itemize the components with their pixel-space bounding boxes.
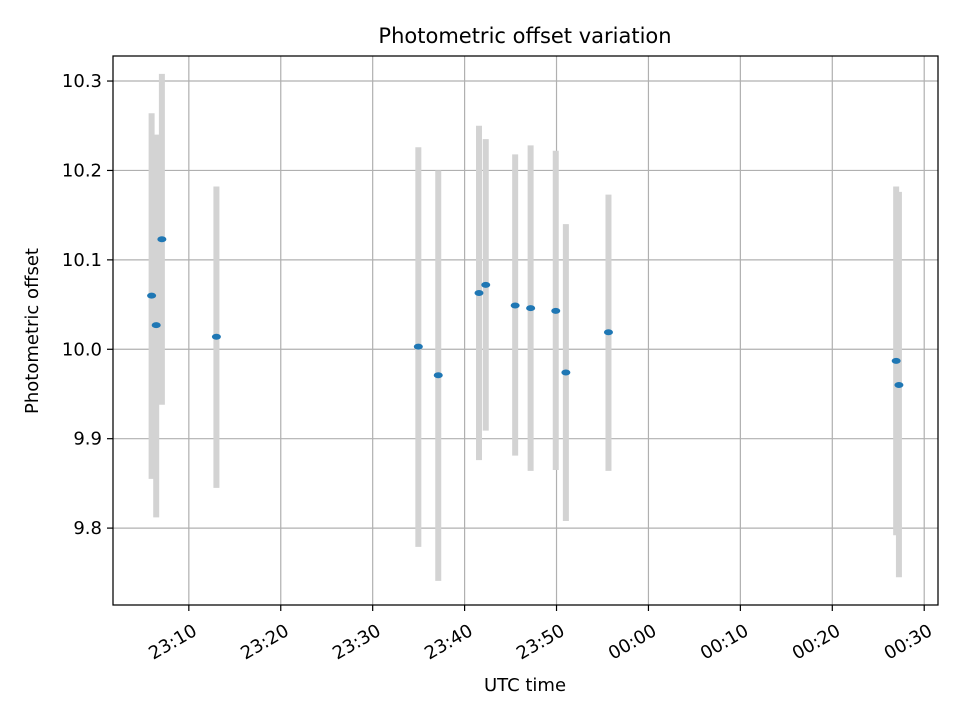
y-tick-label: 10.3 xyxy=(62,71,102,92)
data-point xyxy=(561,369,571,376)
data-point xyxy=(551,307,561,314)
data-points xyxy=(147,236,904,389)
data-point xyxy=(891,357,901,364)
data-point xyxy=(894,382,904,389)
y-tick-label: 9.9 xyxy=(73,429,102,450)
data-point xyxy=(474,289,484,296)
data-point xyxy=(526,305,536,312)
data-point xyxy=(433,372,443,379)
grid-lines xyxy=(113,56,938,605)
y-tick-label: 10.1 xyxy=(62,250,102,271)
x-axis-label: UTC time xyxy=(484,675,566,696)
data-point xyxy=(603,329,613,336)
data-point xyxy=(413,343,423,350)
data-point xyxy=(510,302,520,309)
y-tick-label: 10.2 xyxy=(62,160,102,181)
y-tick-label: 9.8 xyxy=(73,518,102,539)
y-axis-label: Photometric offset xyxy=(22,248,43,414)
data-point xyxy=(151,322,161,329)
data-point xyxy=(157,236,167,243)
plot-frame xyxy=(112,55,939,606)
y-axis-ticks: 9.8 9.9 10.0 10.1 10.2 10.3 xyxy=(62,71,113,539)
data-point xyxy=(481,281,491,288)
data-point xyxy=(147,292,157,299)
chart-title: Photometric offset variation xyxy=(378,24,671,48)
data-point xyxy=(211,333,221,340)
y-tick-label: 10.0 xyxy=(62,339,102,360)
